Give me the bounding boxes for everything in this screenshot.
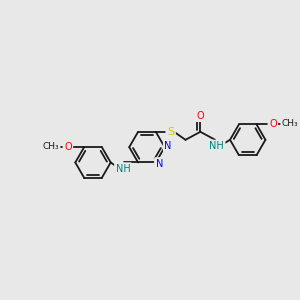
Text: CH₃: CH₃	[282, 119, 298, 128]
Text: CH₃: CH₃	[42, 142, 59, 151]
Text: O: O	[64, 142, 72, 152]
Text: NH: NH	[209, 141, 224, 151]
Text: O: O	[269, 119, 277, 130]
Text: N: N	[155, 159, 163, 169]
Text: N: N	[164, 141, 172, 151]
Text: NH: NH	[116, 164, 130, 174]
Text: O: O	[196, 110, 204, 121]
Text: S: S	[167, 127, 174, 137]
